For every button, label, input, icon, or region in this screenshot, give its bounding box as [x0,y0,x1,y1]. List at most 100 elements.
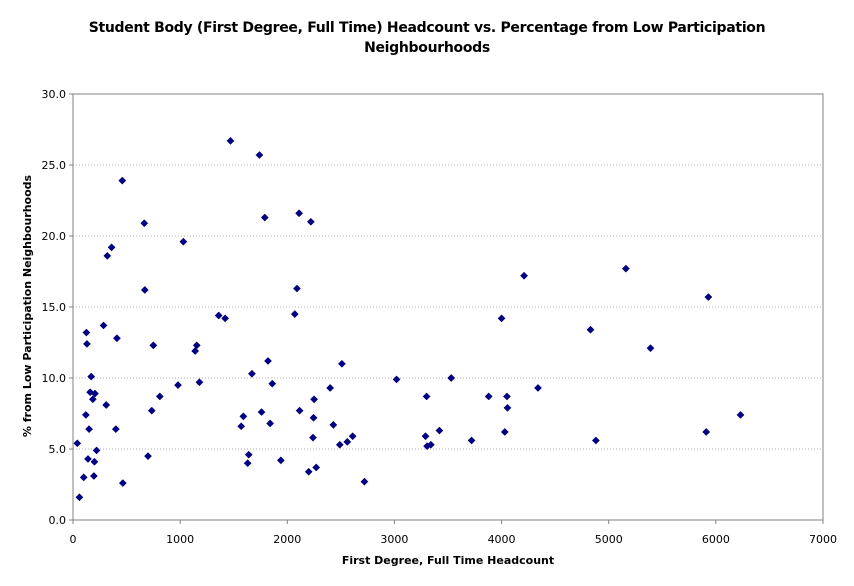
data-point [304,467,313,476]
data-point [586,325,595,334]
chart-title-line-1: Student Body (First Degree, Full Time) H… [88,20,766,36]
data-point [103,251,112,260]
y-tick-label: 0.0 [49,514,67,527]
data-point [102,401,111,409]
data-point [88,395,97,404]
data-point [257,408,266,417]
data-point [81,410,90,419]
data-point [290,310,299,319]
data-point [335,440,344,449]
x-tick-label: 0 [70,533,77,546]
data-point [118,176,127,185]
y-tick-label: 20.0 [42,230,67,243]
data-point [179,237,188,246]
chart-title-line-2: Neighbourhoods [364,40,490,56]
data-point [309,433,317,442]
data-point [502,392,511,401]
y-tick-label: 10.0 [42,372,67,385]
data-point [239,412,248,421]
data-points [73,136,745,502]
data-point [85,425,94,434]
data-point [306,217,315,226]
data-point [92,446,101,455]
data-point [118,479,127,488]
data-point [467,436,476,445]
data-point [503,403,512,412]
data-point [704,293,713,302]
data-point [329,420,338,429]
data-point [360,477,369,486]
data-point [174,381,182,390]
data-point [84,454,92,463]
y-tick-label: 30.0 [42,88,67,101]
data-point [435,426,444,435]
data-point [214,311,223,320]
data-point [534,383,542,392]
data-point [191,347,200,355]
data-point [221,314,230,323]
data-point [149,341,158,350]
data-point [260,213,269,222]
data-point [500,428,509,436]
y-axis-ticks: 0.0 5.0 10.0 15.0 20.0 25.0 30.0 [42,88,73,527]
data-point [192,341,201,350]
data-point [89,472,98,480]
x-axis-label: First Degree, Full Time Headcount [342,554,554,567]
data-point [91,389,99,398]
data-point [247,369,256,378]
data-point [421,432,430,441]
data-point [244,450,253,459]
data-point [520,271,529,280]
data-point [312,463,321,472]
data-point [75,493,84,502]
data-point [326,383,335,392]
data-point [112,334,121,343]
data-point [591,436,600,445]
data-point [447,374,456,382]
data-point [621,264,630,273]
data-point [422,392,431,401]
data-point [99,321,108,330]
y-tick-label: 5.0 [49,443,67,456]
data-point [82,328,91,337]
data-point [73,439,82,448]
data-point [392,375,401,384]
data-point [310,395,319,404]
x-tick-label: 2000 [273,533,301,546]
data-point [309,413,318,422]
x-tick-label: 1000 [166,533,194,546]
x-tick-label: 4000 [488,533,516,546]
data-point [426,440,435,449]
x-tick-label: 5000 [595,533,623,546]
data-point [736,410,745,419]
data-point [268,379,277,388]
data-point [111,425,120,434]
x-tick-label: 7000 [809,533,837,546]
data-point [87,372,96,381]
data-point [237,422,246,431]
data-point [155,392,164,401]
data-point [264,357,272,365]
gridlines [73,164,823,450]
data-point [226,136,235,145]
data-point [140,286,149,294]
data-point [79,473,88,482]
data-point [702,428,711,436]
data-point [266,419,275,428]
x-axis-ticks: 0 1000 2000 3000 4000 5000 6000 7000 [70,520,837,546]
data-point [337,359,346,368]
y-tick-label: 25.0 [42,159,67,172]
data-point [343,437,352,446]
data-point [147,406,156,415]
data-point [295,406,304,415]
data-point [144,452,152,461]
data-point [255,151,264,160]
data-point [107,243,116,252]
data-point [243,459,252,468]
chart-title: Student Body (First Degree, Full Time) H… [0,18,854,58]
data-point [82,339,91,348]
data-point [195,378,204,387]
data-point [90,457,99,466]
data-point [348,432,357,441]
